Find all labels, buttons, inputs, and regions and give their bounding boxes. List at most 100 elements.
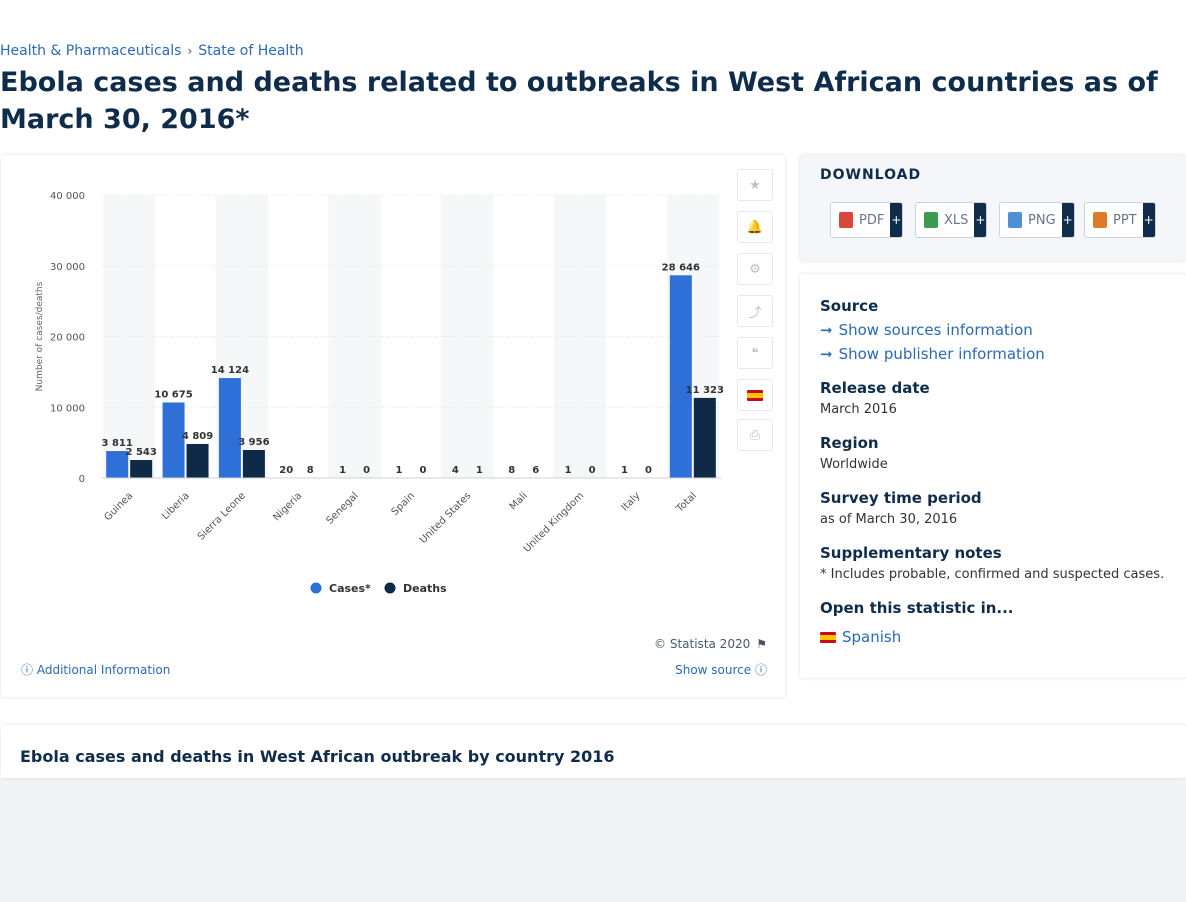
plus-icon: + bbox=[1142, 203, 1155, 237]
release-date-label: Release date bbox=[820, 379, 930, 397]
data-label: 14 124 bbox=[211, 365, 249, 376]
print-button[interactable]: ⎙ bbox=[737, 419, 773, 451]
flag-report-icon[interactable]: ⚑ bbox=[756, 637, 767, 651]
x-tick-label: United Kingdom bbox=[522, 490, 587, 555]
data-label: 0 bbox=[363, 465, 370, 476]
data-label: 1 bbox=[396, 465, 403, 476]
survey-period-label: Survey time period bbox=[820, 489, 982, 507]
release-date-value: March 2016 bbox=[820, 402, 897, 417]
legend-marker bbox=[310, 582, 322, 594]
data-label: 10 675 bbox=[154, 389, 192, 400]
source-label: Source bbox=[820, 297, 879, 315]
download-title: DOWNLOAD bbox=[820, 167, 922, 183]
open-spanish-link[interactable]: Spanish bbox=[820, 628, 901, 646]
x-tick-label: Guinea bbox=[102, 490, 135, 523]
supplementary-notes-label: Supplementary notes bbox=[820, 544, 1002, 562]
plus-icon: + bbox=[974, 203, 987, 237]
arrow-right-icon: ➞ bbox=[820, 321, 833, 339]
favorite-button[interactable]: ★ bbox=[737, 169, 773, 201]
star-icon: ★ bbox=[749, 177, 761, 193]
y-tick-label: 10 000 bbox=[50, 403, 85, 414]
bar-chart: 0 10 000 20 000 30 000 40 000 Number of cases… bbox=[35, 191, 724, 595]
quote-icon: ❝ bbox=[751, 345, 759, 361]
data-label: 3 811 bbox=[102, 438, 133, 449]
data-label: 3 956 bbox=[238, 437, 269, 448]
legend-label: Deaths bbox=[403, 582, 447, 595]
x-tick-label: Total bbox=[674, 490, 699, 515]
additional-information-link[interactable]: ⓘ Additional Information bbox=[21, 661, 170, 678]
breadcrumb: Health & Pharmaceuticals › State of Heal… bbox=[0, 43, 304, 59]
survey-period-value: as of March 30, 2016 bbox=[820, 512, 958, 527]
download-xls-label: XLS bbox=[944, 212, 969, 228]
info-icon: ⓘ bbox=[754, 663, 767, 677]
y-tick-label: 20 000 bbox=[50, 333, 85, 344]
related-statistic-card[interactable]: Ebola cases and deaths in West African o… bbox=[1, 725, 1186, 778]
open-statistic-label: Open this statistic in... bbox=[820, 599, 1014, 617]
x-tick-label: Spain bbox=[390, 490, 418, 518]
data-label: 6 bbox=[532, 465, 539, 476]
data-label: 1 bbox=[476, 465, 483, 476]
show-sources-label: Show sources information bbox=[838, 321, 1033, 339]
cite-button[interactable]: ❝ bbox=[737, 337, 773, 369]
show-publisher-label: Show publisher information bbox=[838, 345, 1045, 363]
share-button[interactable]: ⤴ bbox=[737, 295, 773, 327]
info-icon: ⓘ bbox=[21, 663, 34, 677]
download-pdf-button[interactable]: PDF + bbox=[830, 202, 904, 238]
bar-deaths bbox=[693, 397, 716, 478]
open-spanish-label: Spanish bbox=[842, 628, 902, 646]
data-label: 0 bbox=[645, 465, 652, 476]
gear-icon: ⚙ bbox=[749, 261, 761, 277]
settings-button[interactable]: ⚙ bbox=[737, 253, 773, 285]
xls-file-icon bbox=[924, 212, 938, 228]
data-label: 1 bbox=[339, 465, 346, 476]
notification-button[interactable]: 🔔 bbox=[737, 211, 773, 243]
data-label: 1 bbox=[621, 465, 628, 476]
x-tick-label: Nigeria bbox=[271, 490, 304, 523]
download-xls-button[interactable]: XLS + bbox=[915, 202, 988, 238]
data-label: 0 bbox=[420, 465, 427, 476]
share-icon: ⤴ bbox=[748, 305, 762, 321]
region-label: Region bbox=[820, 434, 879, 452]
language-button[interactable] bbox=[737, 379, 773, 411]
bar-deaths bbox=[186, 443, 209, 478]
data-label: 11 323 bbox=[686, 385, 724, 396]
plus-icon: + bbox=[1061, 203, 1074, 237]
plus-icon: + bbox=[890, 203, 903, 237]
print-icon: ⎙ bbox=[749, 427, 761, 443]
ppt-file-icon bbox=[1093, 212, 1107, 228]
download-png-button[interactable]: PNG + bbox=[999, 202, 1075, 238]
statistic-info-panel: Source ➞ Show sources information ➞ Show… bbox=[800, 274, 1186, 678]
legend-marker bbox=[384, 582, 396, 594]
data-label: 2 543 bbox=[126, 447, 157, 458]
x-tick-label: Mali bbox=[508, 490, 530, 512]
y-tick-label: 30 000 bbox=[50, 262, 85, 273]
show-sources-link[interactable]: ➞ Show sources information bbox=[820, 321, 1033, 339]
x-tick-label: Italy bbox=[619, 490, 642, 513]
x-tick-label: Sierra Leone bbox=[196, 490, 248, 542]
show-publisher-link[interactable]: ➞ Show publisher information bbox=[820, 345, 1045, 363]
download-ppt-button[interactable]: PPT + bbox=[1084, 202, 1156, 238]
bar-cases bbox=[218, 378, 241, 478]
data-label: 8 bbox=[307, 465, 314, 476]
page-title: Ebola cases and deaths related to outbre… bbox=[0, 67, 1158, 135]
data-label: 1 bbox=[565, 465, 572, 476]
legend-label: Cases* bbox=[329, 582, 371, 595]
download-panel: DOWNLOAD PDF + XLS + PNG + PPT + bbox=[800, 155, 1186, 261]
y-axis-label: Number of cases/deaths bbox=[35, 281, 45, 391]
data-label: 8 bbox=[508, 465, 515, 476]
show-source-label: Show source bbox=[675, 663, 752, 677]
bar-cases bbox=[162, 402, 185, 478]
bar-deaths bbox=[130, 460, 153, 478]
y-tick-label: 40 000 bbox=[50, 191, 85, 202]
x-tick-label: United States bbox=[418, 490, 474, 546]
breadcrumb-state-of-health[interactable]: State of Health bbox=[198, 43, 304, 59]
bell-icon: 🔔 bbox=[746, 219, 764, 235]
copyright: © Statista 2020 ⚑ bbox=[654, 637, 767, 651]
download-ppt-label: PPT bbox=[1113, 212, 1137, 228]
region-value: Worldwide bbox=[820, 457, 888, 472]
breadcrumb-health[interactable]: Health & Pharmaceuticals bbox=[0, 43, 182, 59]
supplementary-notes-value: * Includes probable, confirmed and suspe… bbox=[820, 567, 1165, 582]
spain-flag-icon bbox=[820, 631, 836, 643]
x-tick-label: Senegal bbox=[325, 490, 361, 526]
show-source-link[interactable]: Show source ⓘ bbox=[675, 661, 767, 678]
